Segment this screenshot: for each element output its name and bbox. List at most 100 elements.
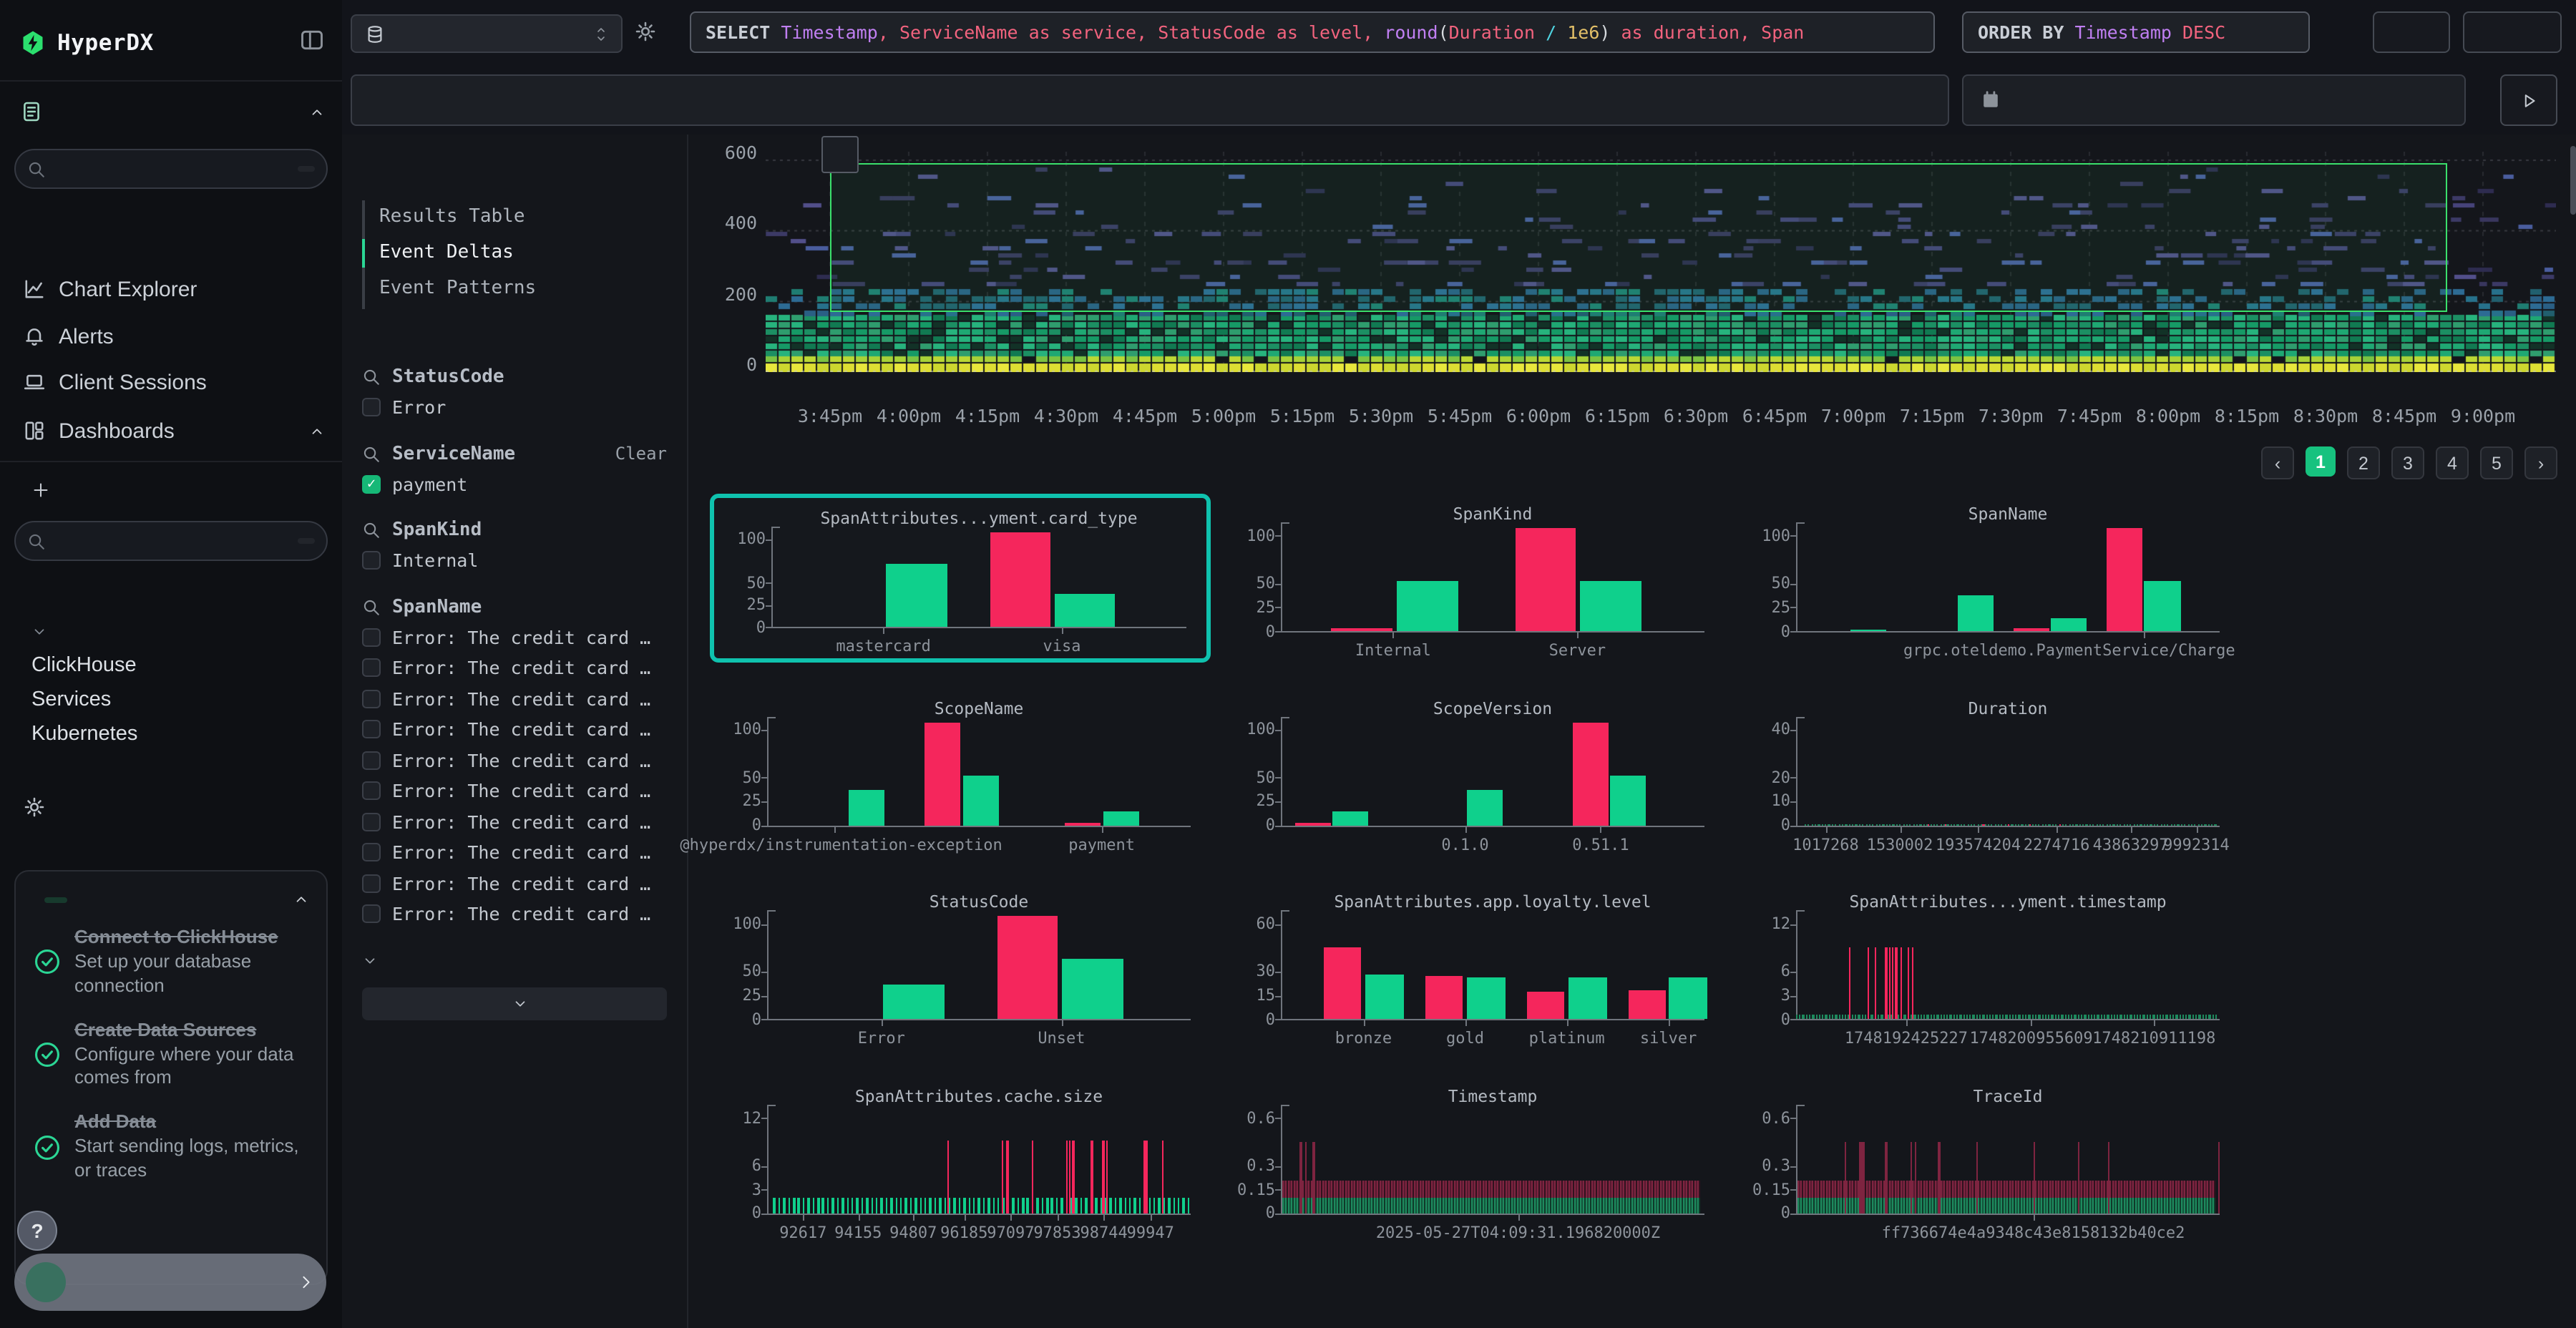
filter-option[interactable]: Error: The credit card … <box>362 718 678 740</box>
mini-chart-cache_size[interactable]: SpanAttributes.cache.size 12 6 3 0 92617 94155… <box>710 1076 1211 1245</box>
filter-by-selection-button[interactable] <box>821 136 859 173</box>
save-button[interactable] <box>2373 11 2450 53</box>
data-bar-g[interactable] <box>886 564 947 627</box>
filter-option[interactable]: ✓ payment <box>362 473 678 494</box>
checkbox[interactable] <box>362 904 381 923</box>
data-bar-p[interactable] <box>924 722 961 826</box>
heatmap-chart[interactable] <box>766 152 2556 372</box>
data-bar-g[interactable] <box>1103 811 1139 826</box>
get-started-item[interactable]: Connect to ClickHouse Set up your databas… <box>16 916 326 1008</box>
data-bar-p[interactable] <box>1526 992 1565 1020</box>
checkbox[interactable] <box>362 628 381 646</box>
checkbox[interactable] <box>362 751 381 769</box>
filter-option[interactable]: Error: The credit card … <box>362 841 678 863</box>
preset-link-clickhouse[interactable]: ClickHouse <box>31 654 137 677</box>
checkbox[interactable] <box>362 812 381 831</box>
data-bar-p[interactable] <box>1515 528 1576 631</box>
data-bar-p[interactable] <box>1628 990 1667 1020</box>
sidebar-item-search[interactable] <box>20 94 325 129</box>
analysis-mode-results-table[interactable]: Results Table <box>379 206 525 228</box>
mini-chart-loyalty[interactable]: SpanAttributes.app.loyalty.level 60 30 15 0 b… <box>1224 882 1724 1050</box>
data-bar-g[interactable] <box>1365 975 1404 1020</box>
search-input[interactable] <box>351 74 1949 126</box>
data-bar-g[interactable] <box>2051 617 2087 631</box>
create-dashboard-button[interactable] <box>31 475 64 504</box>
pagination-page-2[interactable]: 2 <box>2347 446 2380 479</box>
data-bar-g[interactable] <box>1669 977 1708 1020</box>
data-bar-p[interactable] <box>1323 947 1362 1020</box>
filter-option[interactable]: Error: The credit card … <box>362 626 678 648</box>
data-bar-g[interactable] <box>1467 977 1506 1020</box>
date-range-picker[interactable] <box>1962 74 2466 126</box>
data-bar-p[interactable] <box>990 532 1051 627</box>
filter-option[interactable]: Error: The credit card … <box>362 749 678 771</box>
mini-chart-duration[interactable]: Duration 40 20 10 0 1017268 1530002 193574204 22… <box>1739 688 2240 856</box>
alerts-button[interactable] <box>2463 11 2562 53</box>
heatmap-canvas[interactable] <box>766 152 2556 372</box>
data-bar-p[interactable] <box>1330 628 1392 631</box>
mini-chart-scopeversion[interactable]: ScopeVersion 100 50 25 0 0.1.0 0.51.1 <box>1224 688 1724 856</box>
order-by-editor[interactable]: ORDER BY Timestamp DESC <box>1962 11 2310 53</box>
run-query-button[interactable] <box>2500 74 2557 126</box>
pagination-page-4[interactable]: 4 <box>2436 446 2469 479</box>
data-bar-g[interactable] <box>1568 977 1607 1020</box>
mini-chart-card_type[interactable]: SpanAttributes...yment.card_type 100 50 25 0… <box>710 494 1211 663</box>
data-bar-g[interactable] <box>1466 789 1503 826</box>
get-started-header[interactable] <box>16 872 326 916</box>
data-bar-g[interactable] <box>1054 594 1115 627</box>
mini-chart-scopename[interactable]: ScopeName 100 50 25 0 @hyperdx/instrumentatio… <box>680 688 1211 856</box>
analysis-mode-event-patterns[interactable]: Event Patterns <box>379 278 537 299</box>
pagination-prev[interactable]: ‹ <box>2261 446 2294 479</box>
filter-option[interactable]: Error: The credit card … <box>362 780 678 801</box>
pagination-page-3[interactable]: 3 <box>2391 446 2424 479</box>
data-bar-p[interactable] <box>1425 976 1463 1020</box>
data-bar-p[interactable] <box>2106 528 2142 631</box>
more-filters-button[interactable] <box>362 987 667 1020</box>
mini-chart-timestamp[interactable]: Timestamp 0.6 0.3 0.15 0 2025-05-27T04:09:31.… <box>1224 1076 1724 1245</box>
sidebar-item-chart-explorer[interactable]: Chart Explorer <box>23 272 325 306</box>
data-bar-p[interactable] <box>1064 822 1101 826</box>
clear-link[interactable]: Clear <box>615 444 667 464</box>
sql-select-editor[interactable]: SELECT Timestamp, ServiceName as service… <box>690 11 1935 53</box>
filter-option[interactable]: Error: The credit card … <box>362 657 678 678</box>
selection-rectangle[interactable] <box>830 163 2447 312</box>
user-menu[interactable] <box>14 1254 326 1311</box>
data-bar-g[interactable] <box>848 789 885 826</box>
mini-chart-spanname[interactable]: SpanName 100 50 25 0 grpc.oteldemo.PaymentSer… <box>1739 494 2240 663</box>
checkbox[interactable] <box>362 658 381 677</box>
checkbox[interactable] <box>362 843 381 861</box>
sidebar-item-alerts[interactable]: Alerts <box>23 319 325 353</box>
scrollbar-thumb[interactable] <box>2570 146 2576 215</box>
data-bar-g[interactable] <box>1850 630 1886 631</box>
mini-chart-spankind[interactable]: SpanKind 100 50 25 0 Internal Server <box>1224 494 1724 663</box>
mini-chart-traceid[interactable]: TraceId 0.6 0.3 0.15 0 ff736674e4a9348c43e815… <box>1739 1076 2240 1245</box>
help-button[interactable]: ? <box>17 1211 57 1251</box>
sidebar-item-client-sessions[interactable]: Client Sessions <box>23 365 325 399</box>
data-bar-g[interactable] <box>1610 775 1646 826</box>
data-bar-g[interactable] <box>1580 581 1642 631</box>
checkbox-checked[interactable]: ✓ <box>362 474 381 493</box>
checkbox[interactable] <box>362 720 381 738</box>
pagination-next[interactable]: › <box>2524 446 2557 479</box>
source-settings-button[interactable] <box>634 20 660 46</box>
sidebar-item-dashboards[interactable]: Dashboards <box>23 414 325 448</box>
show-more-link[interactable] <box>362 952 388 968</box>
data-bar-g[interactable] <box>1958 595 1994 631</box>
data-bar-p[interactable] <box>1572 722 1609 826</box>
checkbox[interactable] <box>362 551 381 570</box>
get-started-item[interactable]: Add Data Start sending logs, metrics, or … <box>16 1101 326 1193</box>
filter-option[interactable]: Internal <box>362 550 678 571</box>
data-bar-g[interactable] <box>1062 959 1124 1020</box>
checkbox[interactable] <box>362 781 381 800</box>
data-bar-p[interactable] <box>997 916 1058 1020</box>
data-bar-g[interactable] <box>2144 581 2181 631</box>
get-started-item[interactable]: Create Data Sources Configure where your … <box>16 1008 326 1100</box>
preset-link-services[interactable]: Services <box>31 688 112 711</box>
mini-chart-pay_timestamp[interactable]: SpanAttributes...yment.timestamp 12 6 3 0 174… <box>1739 882 2240 1050</box>
pagination-page-5[interactable]: 5 <box>2480 446 2513 479</box>
filter-option[interactable]: Error: The credit card … <box>362 872 678 894</box>
filter-option[interactable]: Error: The credit card … <box>362 903 678 924</box>
checkbox[interactable] <box>362 398 381 416</box>
preset-link-kubernetes[interactable]: Kubernetes <box>31 723 138 746</box>
saved-dashboards-input[interactable] <box>14 521 328 561</box>
